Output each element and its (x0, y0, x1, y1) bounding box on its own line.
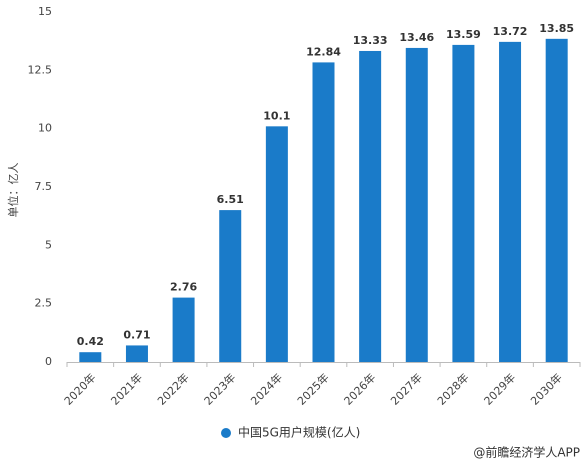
value-label: 13.33 (353, 34, 388, 47)
bar (452, 44, 475, 363)
y-tick-label: 15 (38, 5, 52, 18)
legend-marker (221, 428, 231, 438)
x-tick-label: 2027年 (388, 370, 425, 407)
bar (125, 345, 148, 362)
x-tick-label: 2024年 (248, 370, 285, 407)
value-label: 12.84 (306, 45, 341, 58)
x-tick-label: 2028年 (434, 370, 471, 407)
bar (265, 126, 288, 362)
value-label: 13.85 (539, 22, 574, 35)
x-tick-label: 2021年 (108, 370, 145, 407)
value-label: 0.71 (123, 328, 150, 341)
x-tick-label: 2029年 (481, 370, 518, 407)
bar (545, 38, 568, 362)
value-label: 2.76 (170, 281, 197, 294)
bar (219, 210, 242, 362)
y-tick-label: 12.5 (28, 63, 53, 76)
value-label: 13.59 (446, 28, 481, 41)
bar (405, 47, 428, 362)
bar (499, 41, 522, 362)
bar (172, 297, 195, 362)
bar (312, 62, 335, 363)
x-tick-label: 2023年 (201, 370, 238, 407)
legend-label: 中国5G用户规模(亿人) (238, 425, 360, 440)
y-tick-label: 10 (38, 122, 52, 135)
x-tick-label: 2026年 (341, 370, 378, 407)
y-tick-label: 2.5 (35, 297, 53, 310)
x-tick-label: 2025年 (294, 370, 331, 407)
value-label: 13.72 (493, 25, 528, 38)
y-axis-label: 单位：亿人 (6, 163, 20, 218)
value-label: 0.42 (77, 335, 104, 348)
bar (79, 352, 102, 362)
value-label: 13.46 (399, 31, 434, 44)
x-tick-label: 2022年 (154, 370, 191, 407)
x-tick-label: 2020年 (61, 370, 98, 407)
source: @前瞻经济学人APP (473, 445, 580, 460)
y-tick-label: 5 (45, 238, 52, 251)
y-tick-label: 7.5 (35, 180, 53, 193)
value-label: 10.1 (263, 109, 290, 122)
y-tick-label: 0 (45, 355, 52, 368)
value-label: 6.51 (217, 193, 244, 206)
bar (359, 50, 382, 362)
x-tick-label: 2030年 (527, 370, 564, 407)
